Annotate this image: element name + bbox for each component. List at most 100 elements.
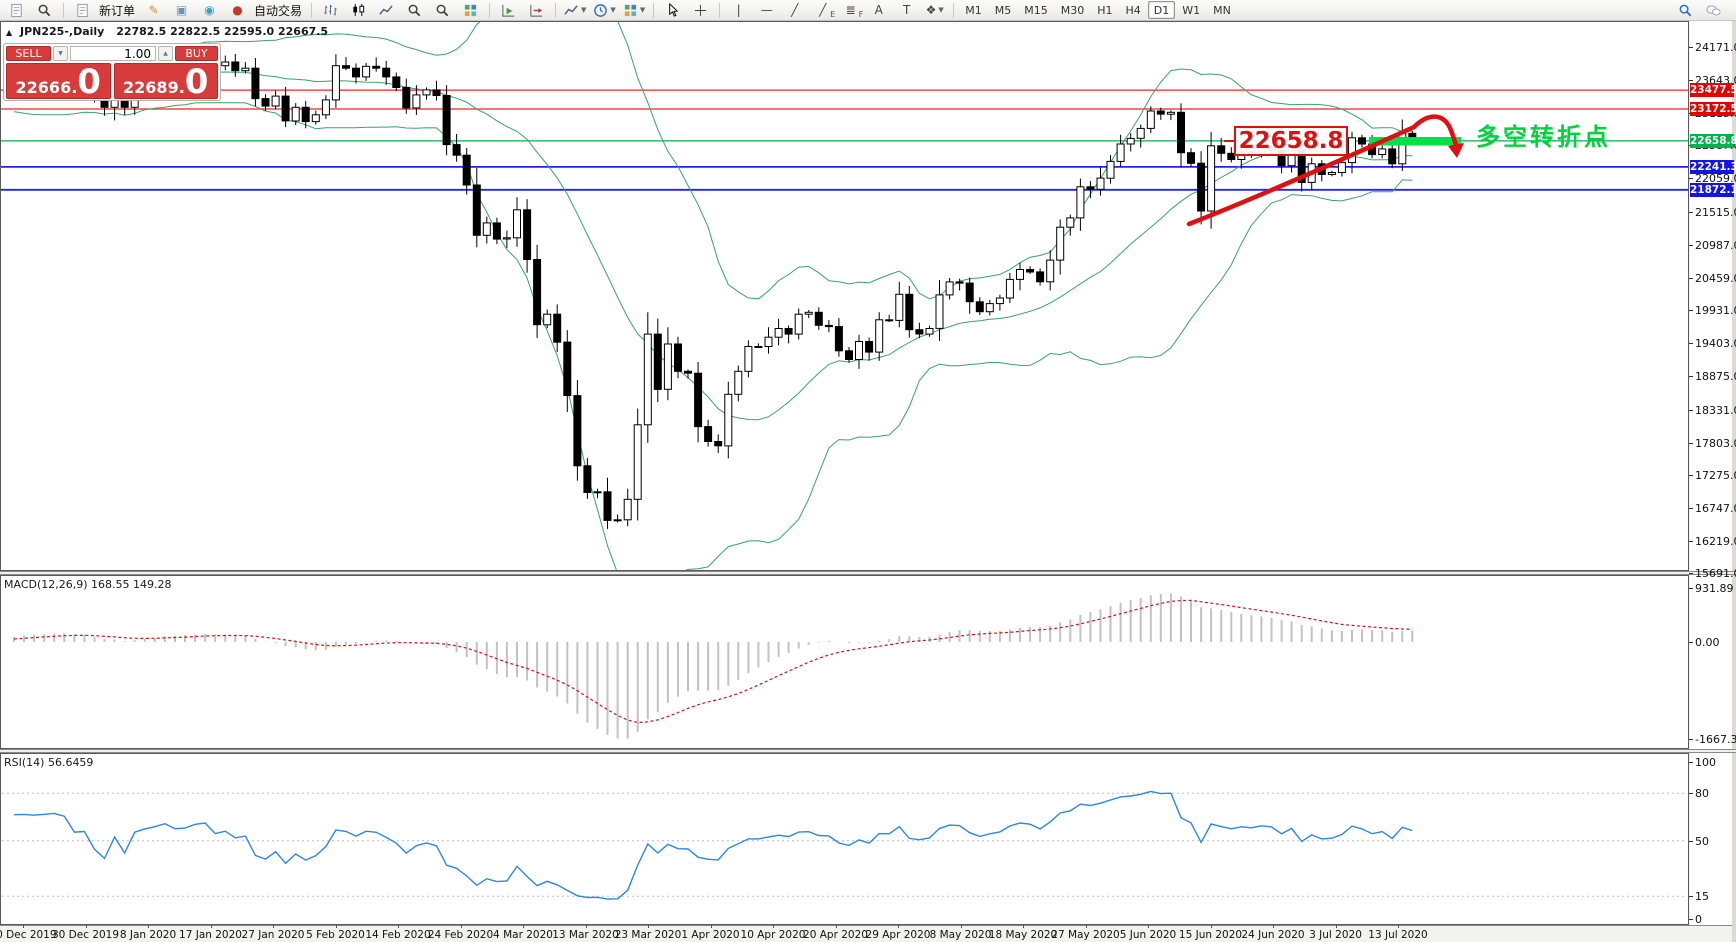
price-badge: 22658.8 [1690,133,1736,148]
dropdown-caret-icon[interactable]: ▼ [581,6,587,14]
axis-tick [1689,573,1693,574]
date-tick [210,925,212,928]
styles-icon[interactable]: ✎ [140,0,167,20]
channel-button[interactable]: ╱ E [809,0,836,20]
templates-button [623,3,638,18]
toolbar: +新订单✎▣◉●自动交易+-+▼▼▼|—╱╱E≣FAT❖▼M1M5M15M30H… [0,0,1736,21]
crosshair-button [693,3,708,18]
date-tick [148,925,149,928]
date-tick [1210,925,1212,928]
timeframe-h1-button[interactable]: H1 [1097,3,1113,17]
price-badge: 23477.5 [1690,83,1736,98]
dropdown-caret-icon[interactable]: ▼ [938,6,944,14]
fibonacci-button[interactable]: ≣ F [837,0,864,20]
templates-button[interactable]: ▼ [620,0,648,20]
crosshair-button[interactable] [687,0,714,20]
chat-icon[interactable] [1700,0,1727,20]
auto-scroll-button[interactable] [495,0,522,20]
autotrading-button[interactable]: ● [224,0,251,20]
zoom-out-button[interactable]: - [429,0,456,20]
one-click-trading-panel: SELL ▼ 1.00 ▲ BUY 22666. 0 22689. 0 [3,43,221,101]
sell-price-button[interactable]: 22666. 0 [6,63,111,99]
lot-size-field[interactable]: 1.00 [70,46,156,61]
timeframe-m1-button[interactable]: M1 [965,3,982,17]
date-label: 24 Jun 2020 [1241,929,1305,941]
date-tick [835,925,837,928]
metaeditor-icon: ▣ [175,3,188,17]
vertical-line-button[interactable]: | [725,0,752,20]
label-button[interactable]: T [893,0,920,20]
date-label: 10 Apr 2020 [740,929,806,941]
charts-window-icon[interactable] [3,0,30,20]
date-tick [1148,925,1149,928]
profile-icon[interactable] [31,0,58,20]
date-label: 23 Mar 2020 [614,929,682,941]
date-tick [1335,925,1337,928]
arrows-button: ❖ [925,3,937,17]
panel-separator[interactable] [0,571,1736,575]
macd-tick-label: -1667.31 [1695,732,1736,746]
axis-tick [1689,919,1693,920]
buy-button[interactable]: BUY [175,46,218,61]
signals-icon[interactable]: ◉ [196,0,223,20]
new-order-button[interactable]: + [69,0,96,20]
zoom-in-button[interactable]: + [401,0,428,20]
timeframe-m30-button[interactable]: M30 [1060,3,1085,17]
panel-separator[interactable] [0,749,1736,753]
auto-scroll-button [501,3,516,18]
price-tick-label: 17275.0 [1695,469,1736,483]
indicators-button[interactable]: +▼ [561,0,589,20]
candlestick-mode-button[interactable] [345,0,372,20]
timeframe-m5-button[interactable]: M5 [994,3,1012,17]
turning-point-label: 多空转折点 [1476,123,1611,151]
main-chart-plot[interactable] [0,21,1689,571]
trendline-button: ╱ [791,3,799,17]
cursor-button[interactable] [659,0,686,20]
autotrading-button: ● [232,3,243,17]
lot-decrease-button[interactable]: ▼ [53,46,68,61]
macd-indicator-label: MACD(12,26,9) 168.55 149.28 [4,578,172,591]
price-tick-label: 18331.0 [1695,403,1736,417]
window-edge [1732,21,1736,942]
chart-shift-button[interactable] [523,0,550,20]
horizontal-line-button[interactable]: — [753,0,780,20]
dropdown-caret-icon[interactable]: ▼ [610,6,616,14]
price-tick-label: 21515.0 [1695,205,1736,219]
axis-tick [1689,178,1693,180]
sell-price: 22666. [15,78,78,97]
periods-button[interactable]: ▼ [590,0,618,20]
trendline-button[interactable]: ╱ [781,0,808,20]
bar-chart-mode-button[interactable] [317,0,344,20]
timeframe-h4-button[interactable]: H4 [1125,3,1141,17]
axis-tick [1689,409,1693,411]
date-tick [1023,925,1024,928]
macd-panel-plot[interactable] [0,575,1689,749]
fibonacci-button: ≣ [845,3,856,17]
new-order-button [75,3,90,18]
rsi-panel-plot[interactable] [0,753,1689,925]
buy-price-button[interactable]: 22689. 0 [113,63,218,99]
lot-increase-button[interactable]: ▲ [158,46,173,61]
timeframe-m15-button[interactable]: M15 [1024,3,1048,17]
timeframe-d1-button[interactable]: D1 [1147,1,1176,19]
autotrading-button-label[interactable]: 自动交易 [254,3,303,18]
line-chart-mode-button[interactable] [373,0,400,20]
metaeditor-icon[interactable]: ▣ [168,0,195,20]
collapse-icon[interactable]: ▲ [6,28,13,37]
tile-windows-button[interactable] [457,0,484,20]
sell-button[interactable]: SELL [6,46,51,61]
date-tick [523,925,524,928]
timeframe-mn-button[interactable]: MN [1213,3,1231,17]
dropdown-caret-icon[interactable]: ▼ [639,6,646,14]
search-icon[interactable] [1672,0,1699,20]
date-label: 24 Feb 2020 [427,929,494,941]
rsi-tick-label: 15 [1695,890,1709,904]
axis-tick [1689,587,1693,589]
arrows-button[interactable]: ❖ ▼ [921,0,948,20]
date-label: 3 Jul 2020 [1309,929,1362,941]
timeframe-w1-button[interactable]: W1 [1182,3,1201,17]
text-button[interactable]: A [865,0,892,20]
price-tick-label: 16219.0 [1695,534,1736,548]
symbol-header: ▲ JPN225-,Daily 22782.5 22822.5 22595.0 … [6,25,328,38]
new-order-button-label[interactable]: 新订单 [99,3,136,18]
